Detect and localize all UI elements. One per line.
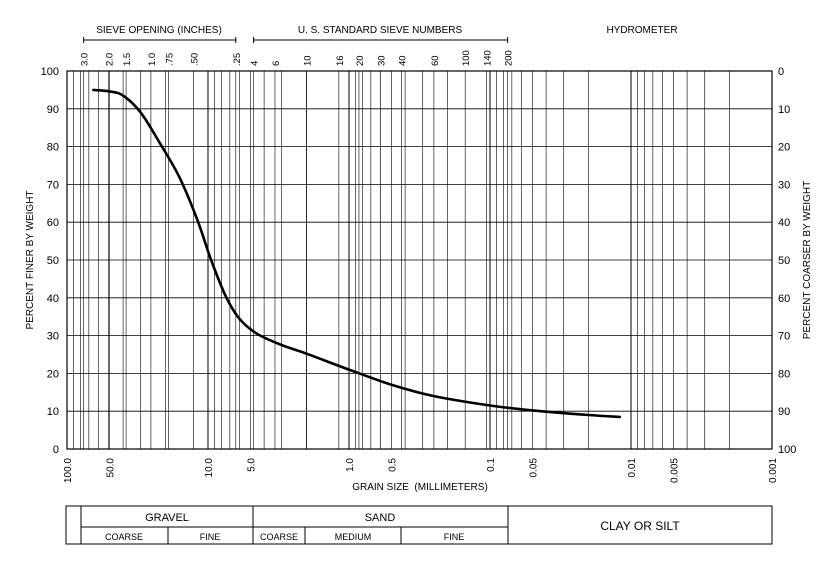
x-tick-label: 0.005 bbox=[669, 458, 680, 483]
top-sieve-header: SIEVE OPENING (INCHES) U. S. STANDARD SI… bbox=[80, 25, 678, 66]
gravel-coarse-label: COARSE bbox=[105, 532, 143, 542]
x-tick-label: 0.1 bbox=[486, 458, 497, 472]
sieve-tick-label: .25 bbox=[232, 53, 243, 66]
sieve-tick-label: 40 bbox=[397, 55, 408, 66]
y-tick-label-right: 20 bbox=[778, 142, 790, 154]
sieve-tick-label: 10 bbox=[303, 55, 314, 66]
sand-coarse-label: COARSE bbox=[260, 532, 298, 542]
y-tick-label-left: 40 bbox=[47, 293, 59, 305]
x-tick-label: 0.01 bbox=[627, 458, 638, 478]
x-tick-label: 0.05 bbox=[528, 458, 539, 478]
x-tick-label: 5.0 bbox=[246, 458, 257, 472]
y-tick-label-left: 60 bbox=[47, 217, 59, 229]
y-tick-label-right: 30 bbox=[778, 179, 790, 191]
sieve-tick-label: 1.5 bbox=[122, 53, 133, 66]
sand-label: SAND bbox=[365, 512, 396, 524]
y-tick-label-left: 30 bbox=[47, 331, 59, 343]
y-tick-label-right: 100 bbox=[778, 444, 796, 456]
y-tick-label-left: 10 bbox=[47, 406, 59, 418]
gravel-label: GRAVEL bbox=[145, 512, 189, 524]
left-axis-title: PERCENT FINER BY WEIGHT bbox=[25, 190, 36, 329]
y-tick-label-right: 90 bbox=[778, 406, 790, 418]
x-axis-title: GRAIN SIZE (MILLIMETERS) bbox=[352, 482, 488, 493]
sieve-tick-label: 100 bbox=[461, 50, 472, 66]
sieve-tick-label: 140 bbox=[482, 50, 493, 66]
sieve-tick-label: .75 bbox=[165, 53, 176, 66]
x-tick-label: 0.5 bbox=[387, 458, 398, 472]
y-tick-label-left: 80 bbox=[47, 142, 59, 154]
sieve-tick-label: 4 bbox=[250, 61, 261, 66]
sieve-tick-label: 60 bbox=[430, 55, 441, 66]
sieve-opening-label: SIEVE OPENING (INCHES) bbox=[96, 25, 222, 36]
y-tick-label-left: 70 bbox=[47, 179, 59, 191]
y-tick-label-right: 50 bbox=[778, 255, 790, 267]
sieve-tick-label: 16 bbox=[335, 55, 346, 66]
right-axis-title: PERCENT COARSER BY WEIGHT bbox=[802, 181, 813, 340]
axes-layer: 0102030405060708090100100908070605040302… bbox=[41, 66, 797, 483]
y-tick-label-left: 20 bbox=[47, 368, 59, 380]
sieve-tick-label: 1.0 bbox=[147, 53, 158, 66]
sieve-tick-label: 20 bbox=[355, 55, 366, 66]
plot-frame bbox=[66, 70, 773, 450]
y-tick-label-right: 40 bbox=[778, 217, 790, 229]
x-tick-label: 50.0 bbox=[105, 458, 116, 478]
table-border bbox=[65, 505, 773, 545]
y-tick-label-left: 90 bbox=[47, 104, 59, 116]
hydrometer-label: HYDROMETER bbox=[606, 25, 677, 36]
clay-or-silt-label: CLAY OR SILT bbox=[600, 519, 680, 533]
x-tick-label: 10.0 bbox=[204, 458, 215, 478]
y-tick-label-right: 80 bbox=[778, 368, 790, 380]
sand-medium-label: MEDIUM bbox=[335, 532, 372, 542]
y-tick-label-right: 60 bbox=[778, 293, 790, 305]
gravel-fine-label: FINE bbox=[200, 532, 221, 542]
y-tick-label-left: 50 bbox=[47, 255, 59, 267]
x-tick-label: 1.0 bbox=[345, 458, 356, 472]
sieve-tick-label: 6 bbox=[271, 61, 282, 66]
x-tick-label: 100.0 bbox=[63, 458, 74, 483]
sieve-tick-label: .50 bbox=[189, 53, 200, 66]
sieve-tick-label: 200 bbox=[504, 50, 515, 66]
y-tick-label-right: 10 bbox=[778, 104, 790, 116]
sieve-numbers-label: U. S. STANDARD SIEVE NUMBERS bbox=[298, 25, 463, 36]
classification-table: GRAVEL SAND COARSE FINE COARSE MEDIUM FI… bbox=[65, 505, 773, 545]
x-tick-label: 0.001 bbox=[768, 458, 779, 483]
y-tick-label-right: 0 bbox=[778, 66, 784, 78]
sieve-tick-label: 3.0 bbox=[80, 53, 91, 66]
sand-fine-label: FINE bbox=[444, 532, 465, 542]
sieve-tick-label: 2.0 bbox=[104, 53, 115, 66]
y-tick-label-left: 0 bbox=[53, 444, 59, 456]
gradation-curve bbox=[92, 88, 622, 419]
y-tick-label-right: 70 bbox=[778, 331, 790, 343]
y-tick-label-left: 100 bbox=[41, 66, 59, 78]
sieve-tick-label: 30 bbox=[376, 55, 387, 66]
